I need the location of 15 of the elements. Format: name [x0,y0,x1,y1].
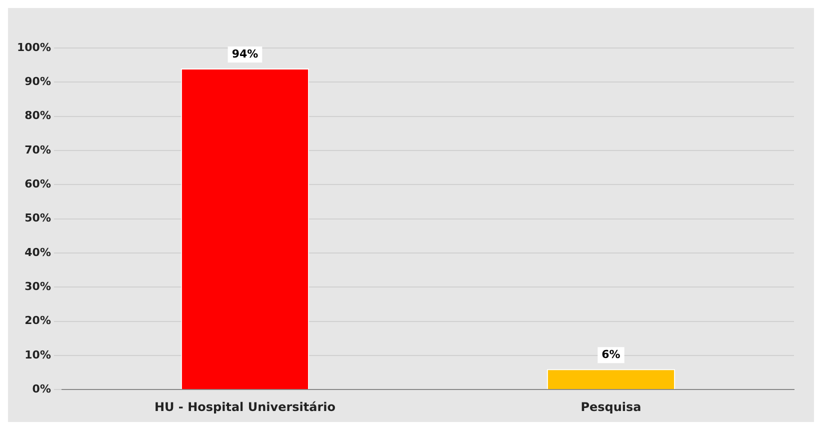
y-tick-label: 100% [17,40,51,54]
x-tick-label: HU - Hospital Universitário [154,400,336,414]
y-tick-label: 30% [24,280,51,293]
data-label: 6% [602,348,620,361]
y-tick-label: 90% [24,75,51,88]
y-tick-label: 0% [32,382,51,396]
y-tick-label: 50% [24,212,51,225]
y-tick-label: 70% [24,143,51,156]
y-tick-label: 40% [24,246,51,259]
y-tick-label: 20% [24,314,51,328]
y-tick-label: 80% [24,109,51,122]
y-tick-label: 10% [24,348,51,362]
x-tick-label: Pesquisa [580,400,642,414]
y-tick-label: 60% [24,178,51,190]
data-label: 94% [232,47,258,60]
